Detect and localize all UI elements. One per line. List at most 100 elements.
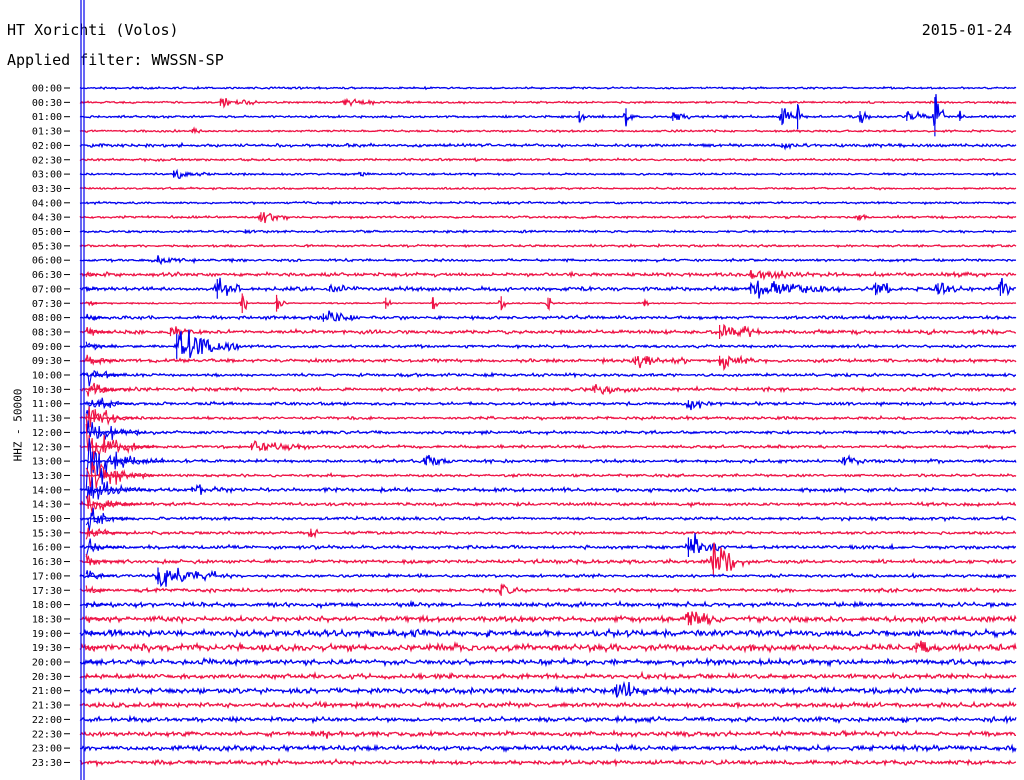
row-time-label: 15:00 [32, 514, 62, 525]
row-time-label: 20:30 [32, 672, 62, 683]
quake-trace-row [85, 616, 106, 623]
row-time-label: 07:30 [32, 299, 62, 310]
trace-row [79, 255, 1017, 266]
quake-trace-row [85, 341, 115, 351]
row-time-label: 15:30 [32, 528, 62, 539]
trace-row [79, 670, 1017, 681]
quake-trace-row [85, 313, 109, 321]
quake-trace-row [85, 438, 165, 491]
quake-trace-row [85, 423, 155, 460]
row-time-label: 05:00 [32, 227, 62, 238]
trace-row [79, 533, 1017, 554]
row-time-label: 21:30 [32, 701, 62, 712]
row-time-label: 22:00 [32, 715, 62, 726]
row-time-label: 01:30 [32, 127, 62, 138]
plot-date: 2015-01-24 [921, 21, 1012, 39]
row-time-label: 14:00 [32, 485, 62, 496]
row-time-label: 23:30 [32, 758, 62, 769]
quake-trace-row [85, 553, 119, 566]
trace-row [79, 270, 1017, 281]
quake-trace-row [85, 660, 100, 664]
row-time-label: 06:30 [32, 270, 62, 281]
trace-row [79, 141, 1017, 151]
trace-row [79, 384, 1017, 396]
row-time-label: 02:30 [32, 155, 62, 166]
trace-row [79, 714, 1017, 725]
trace-row [79, 186, 1017, 191]
quake-trace-row [85, 527, 128, 540]
trace-row [79, 97, 1017, 109]
quake-trace-row [85, 406, 140, 433]
row-time-label: 11:00 [32, 399, 62, 410]
quake-trace-row [85, 644, 102, 649]
row-time-label: 04:00 [32, 198, 62, 209]
trace-row [79, 627, 1017, 640]
trace-row [79, 582, 1017, 596]
row-time-label: 00:00 [32, 84, 62, 95]
row-time-label: 13:00 [32, 457, 62, 468]
quake-trace-row [85, 585, 112, 594]
trace-row [79, 323, 1016, 338]
row-time-label: 01:00 [32, 112, 62, 123]
trace-row [79, 277, 1017, 299]
quake-trace-row [86, 369, 123, 387]
trace-row [79, 354, 1017, 371]
trace-row [79, 680, 1017, 699]
row-time-label: 20:00 [32, 658, 62, 669]
trace-row [79, 126, 1017, 135]
trace-row [79, 599, 1017, 610]
row-time-label: 02:00 [32, 141, 62, 152]
trace-row [79, 757, 1017, 768]
trace-row [79, 310, 1017, 322]
row-time-label: 16:00 [32, 543, 62, 554]
row-time-label: 09:30 [32, 356, 62, 367]
quake-trace-row [85, 674, 98, 679]
filter-label: Applied filter: WWSSN-SP [7, 51, 224, 69]
quake-trace-row [85, 271, 102, 278]
quake-trace-row [85, 507, 134, 531]
row-time-label: 03:00 [32, 170, 62, 181]
row-time-label: 17:30 [32, 586, 62, 597]
trace-row [79, 329, 1017, 358]
row-time-label: 14:30 [32, 500, 62, 511]
row-time-label: 06:00 [32, 256, 62, 267]
trace-row [79, 414, 1017, 422]
time-markers [80, 0, 85, 780]
row-time-label: 04:30 [32, 213, 62, 224]
quake-trace-row [85, 420, 147, 441]
trace-row [79, 85, 1017, 91]
row-time-label: 09:00 [32, 342, 62, 353]
trace-row [79, 743, 1017, 754]
row-time-label: 12:30 [32, 442, 62, 453]
trace-row [79, 156, 1017, 163]
row-time-label: 17:00 [32, 571, 62, 582]
trace-row [79, 212, 1017, 224]
quake-trace-row [85, 382, 128, 397]
row-time-label: 19:00 [32, 629, 62, 640]
row-time-label: 03:30 [32, 184, 62, 195]
trace-row [79, 640, 1017, 654]
row-time-label: 22:30 [32, 729, 62, 740]
row-time-label: 13:30 [32, 471, 62, 482]
trace-row [79, 567, 1017, 588]
trace-row [79, 399, 1017, 411]
trace-row [79, 542, 1017, 572]
trace-row [79, 515, 1017, 523]
row-time-label: 10:30 [32, 385, 62, 396]
row-time-label: 08:00 [32, 313, 62, 324]
station-title: HT Xorichti (Volos) [7, 21, 179, 39]
trace-row [79, 440, 1017, 452]
quake-trace-row [85, 477, 147, 500]
quake-trace-row [85, 600, 109, 609]
trace-row [79, 528, 1017, 539]
row-time-label: 16:30 [32, 557, 62, 568]
trace-row [79, 200, 1017, 206]
trace-row [79, 428, 1017, 436]
trace-row [79, 700, 1017, 711]
quake-trace-row [85, 538, 123, 558]
quake-trace-row [85, 570, 115, 580]
row-time-label: 12:00 [32, 428, 62, 439]
trace-row [79, 656, 1017, 668]
trace-row [79, 243, 1017, 249]
